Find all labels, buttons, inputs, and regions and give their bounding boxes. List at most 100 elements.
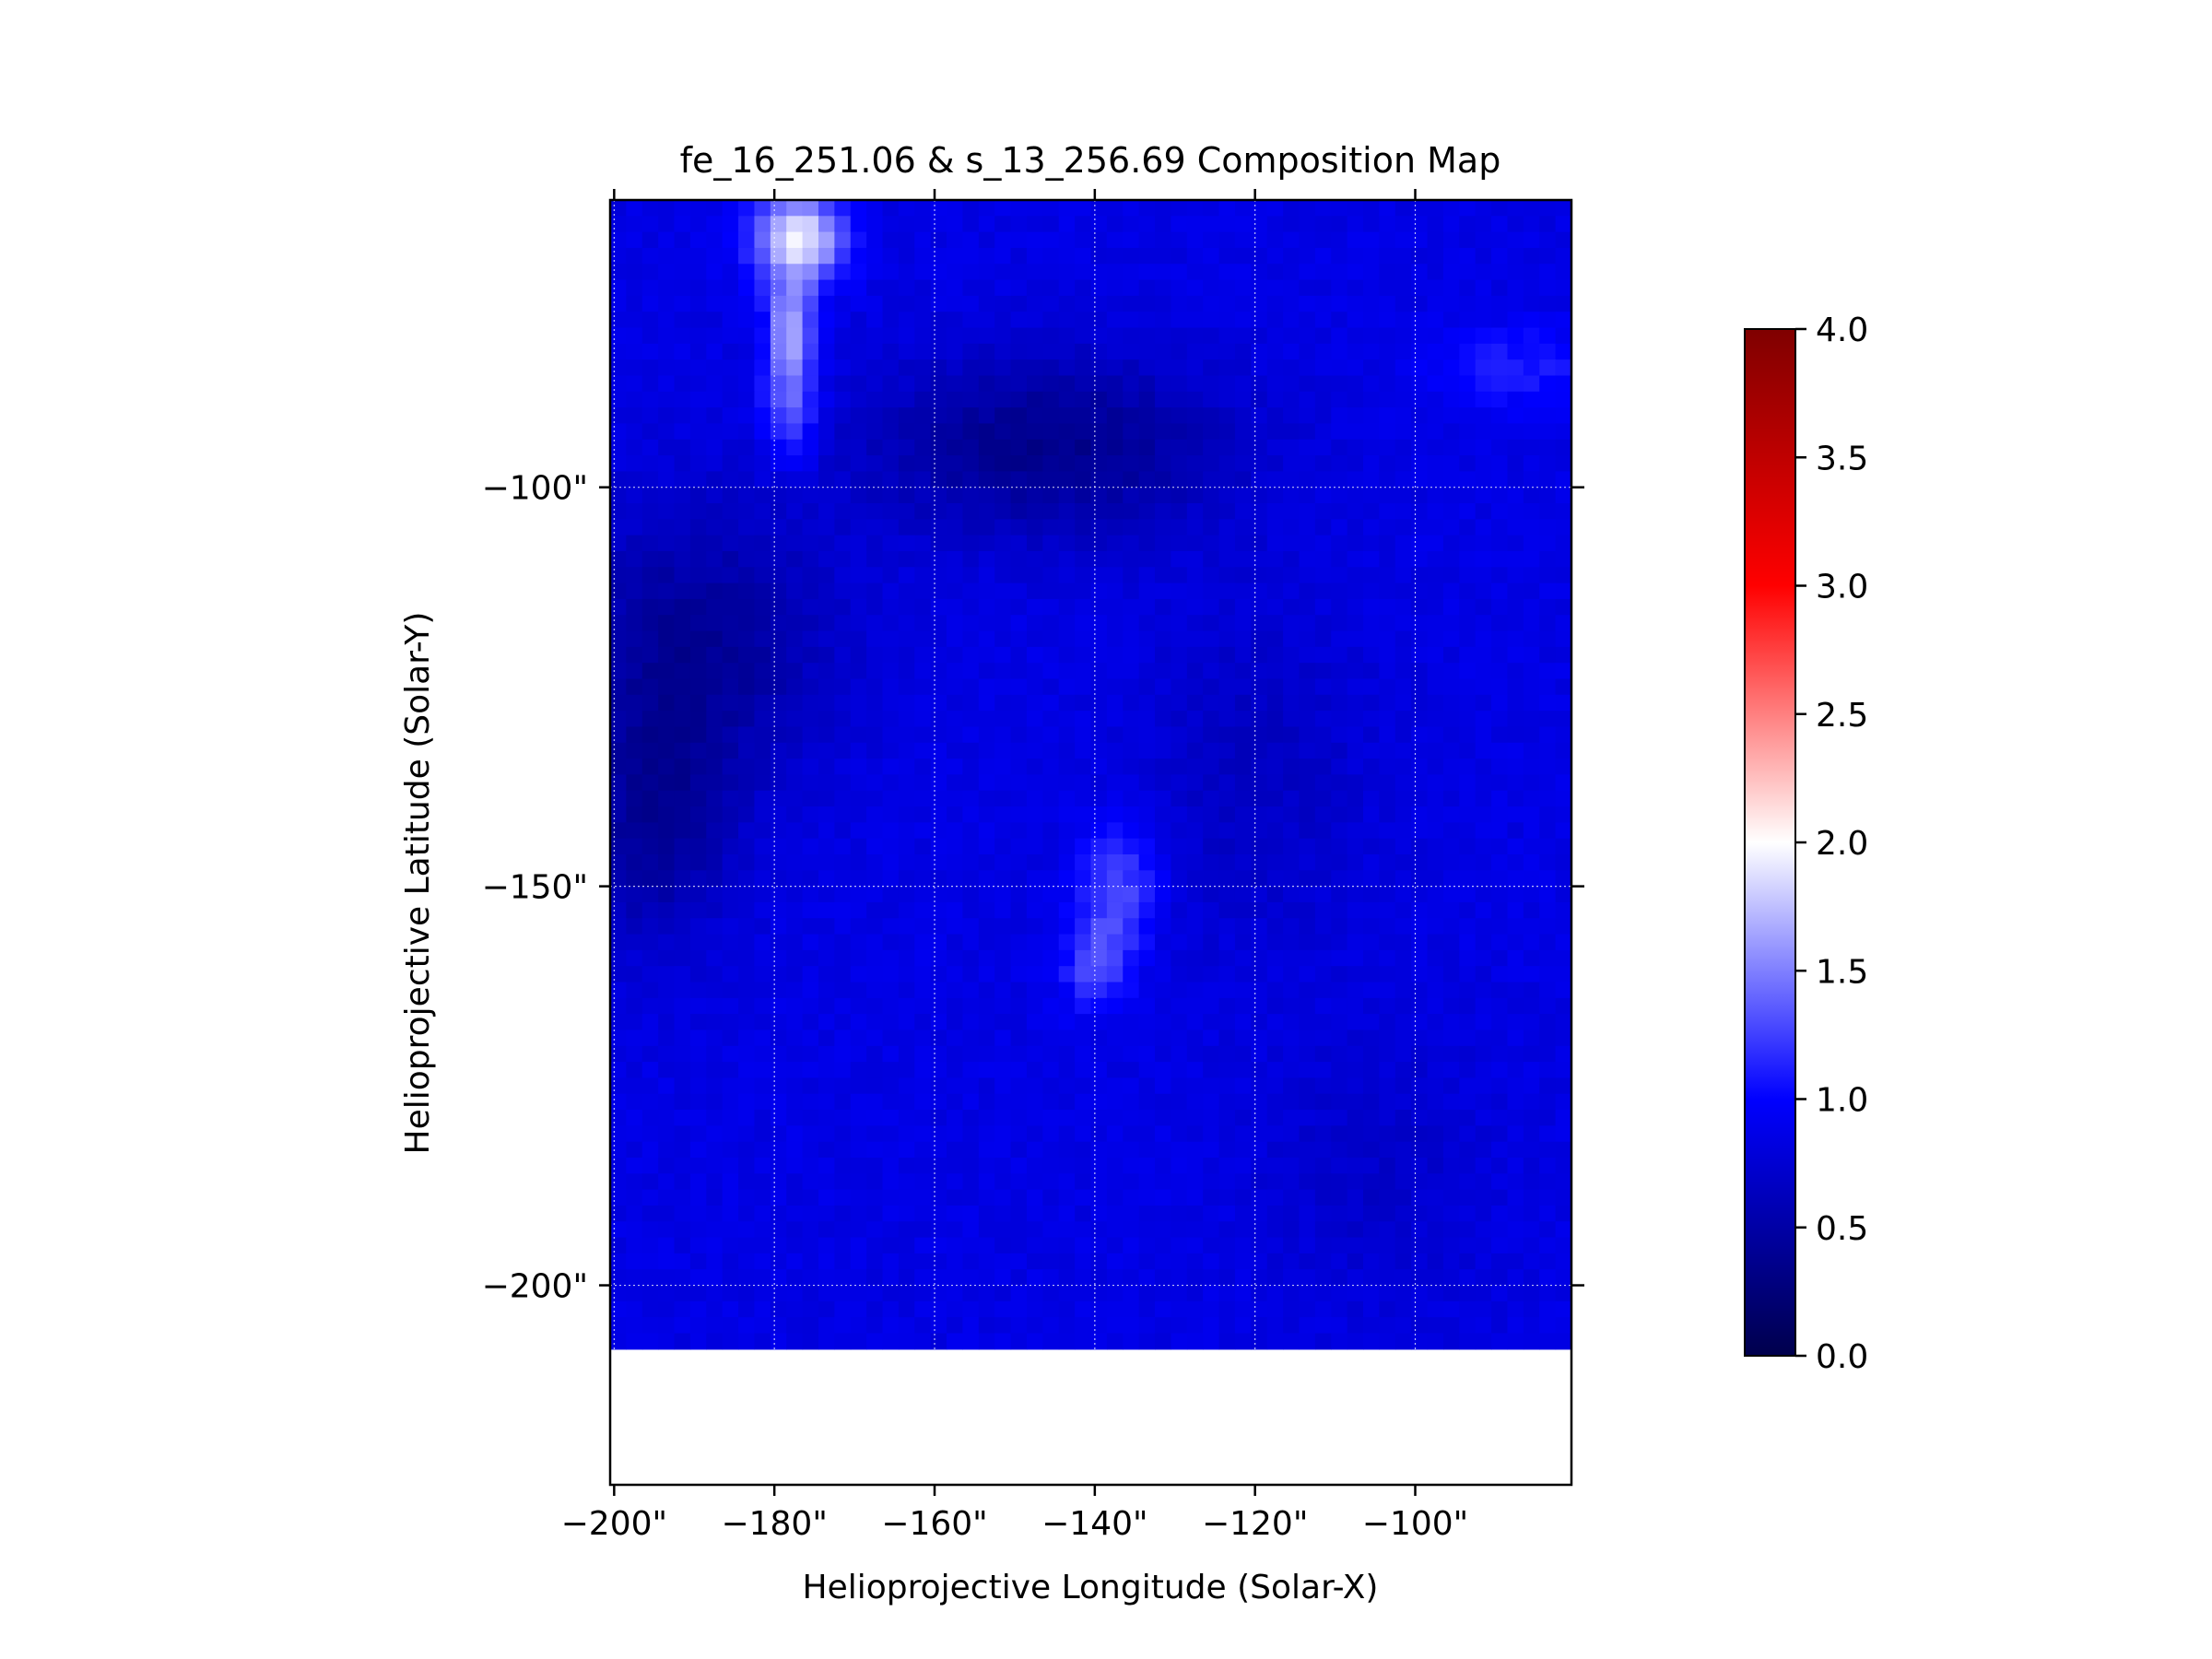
heatmap-cell [1507, 1285, 1524, 1302]
heatmap-cell [834, 870, 852, 888]
heatmap-cell [1266, 567, 1284, 584]
heatmap-cell [994, 1237, 1012, 1254]
heatmap-cell [1411, 726, 1429, 744]
heatmap-cell [689, 264, 707, 281]
heatmap-cell [1379, 550, 1396, 568]
heatmap-cell [1186, 982, 1204, 999]
heatmap-cell [610, 966, 627, 983]
heatmap-cell [978, 774, 995, 792]
heatmap-cell [818, 423, 835, 441]
heatmap-cell [1155, 1300, 1172, 1318]
heatmap-cell [1523, 1300, 1540, 1318]
heatmap-cell [930, 822, 947, 840]
heatmap-cell [1475, 503, 1492, 520]
heatmap-cell [1058, 1205, 1076, 1222]
heatmap-cell [1411, 1269, 1429, 1287]
heatmap-cell [882, 870, 900, 888]
heatmap-cell [1442, 615, 1460, 632]
heatmap-cell [1314, 264, 1332, 281]
heatmap-cell [914, 982, 932, 999]
heatmap-cell [1459, 1173, 1477, 1191]
heatmap-cell [674, 1237, 691, 1254]
heatmap-cell [834, 247, 852, 265]
heatmap-cell [722, 359, 739, 377]
heatmap-cell [1090, 1158, 1108, 1174]
heatmap-cell [1475, 774, 1492, 792]
heatmap-cell [1010, 1269, 1028, 1287]
heatmap-cell [1010, 519, 1028, 536]
heatmap-cell [1347, 1237, 1364, 1254]
heatmap-cell [1106, 1269, 1124, 1287]
heatmap-cell [978, 726, 995, 744]
heatmap-cell [786, 663, 804, 680]
heatmap-cell [1026, 1045, 1043, 1063]
heatmap-cell [1218, 455, 1236, 472]
heatmap-cell [738, 343, 756, 360]
heatmap-cell [882, 982, 900, 999]
heatmap-cell [1266, 711, 1284, 728]
heatmap-cell [947, 997, 964, 1015]
heatmap-cell [1075, 949, 1092, 967]
heatmap-cell [1106, 901, 1124, 919]
heatmap-cell [1555, 312, 1571, 329]
heatmap-cell [1218, 853, 1236, 871]
heatmap-cell [1090, 471, 1108, 488]
heatmap-cell [962, 279, 980, 297]
heatmap-cell [1299, 711, 1316, 728]
heatmap-cell [1459, 678, 1477, 696]
heatmap-cell [1171, 1237, 1188, 1254]
heatmap-cell [1507, 216, 1524, 233]
heatmap-cell [1363, 1221, 1380, 1239]
heatmap-cell [1186, 582, 1204, 600]
heatmap-cell [1394, 391, 1412, 408]
heatmap-cell [1299, 1093, 1316, 1111]
heatmap-cell [1331, 423, 1348, 441]
heatmap-cell [882, 678, 900, 696]
heatmap-cell [802, 598, 819, 616]
heatmap-cell [834, 503, 852, 520]
heatmap-cell [1475, 1333, 1492, 1350]
heatmap-cell [610, 216, 627, 233]
heatmap-cell [770, 759, 787, 776]
heatmap-cell [1394, 997, 1412, 1015]
heatmap-cell [1394, 1221, 1412, 1239]
heatmap-cell [1299, 934, 1316, 951]
heatmap-cell [1203, 1317, 1220, 1335]
heatmap-cell [1123, 694, 1140, 712]
heatmap-cell [626, 598, 643, 616]
heatmap-cell [834, 535, 852, 552]
heatmap-cell [754, 1062, 771, 1079]
heatmap-cell [706, 1093, 724, 1111]
heatmap-cell [834, 630, 852, 648]
heatmap-cell [1026, 1110, 1043, 1126]
heatmap-cell [706, 742, 724, 759]
heatmap-cell [1427, 726, 1444, 744]
heatmap-cell [1459, 598, 1477, 616]
heatmap-cell [1010, 1189, 1028, 1206]
heatmap-cell [1123, 1253, 1140, 1270]
heatmap-cell [722, 1030, 739, 1047]
heatmap-cell [1347, 1158, 1364, 1174]
heatmap-cell [994, 391, 1012, 408]
heatmap-cell [947, 694, 964, 712]
heatmap-cell [674, 1030, 691, 1047]
heatmap-cell [1058, 870, 1076, 888]
heatmap-cell [866, 247, 884, 265]
heatmap-cell [1234, 918, 1252, 935]
heatmap-cell [1234, 646, 1252, 664]
heatmap-cell [1507, 343, 1524, 360]
heatmap-cell [818, 694, 835, 712]
heatmap-cell [1090, 711, 1108, 728]
heatmap-cell [1331, 742, 1348, 759]
heatmap-cell [930, 901, 947, 919]
heatmap-cell [930, 870, 947, 888]
heatmap-cell [1507, 838, 1524, 855]
heatmap-cell [994, 1110, 1012, 1126]
heatmap-cell [882, 822, 900, 840]
heatmap-cell [1171, 567, 1188, 584]
heatmap-cell [658, 582, 676, 600]
heatmap-cell [1379, 1237, 1396, 1254]
heatmap-cell [674, 774, 691, 792]
heatmap-cell [962, 742, 980, 759]
heatmap-cell [994, 838, 1012, 855]
